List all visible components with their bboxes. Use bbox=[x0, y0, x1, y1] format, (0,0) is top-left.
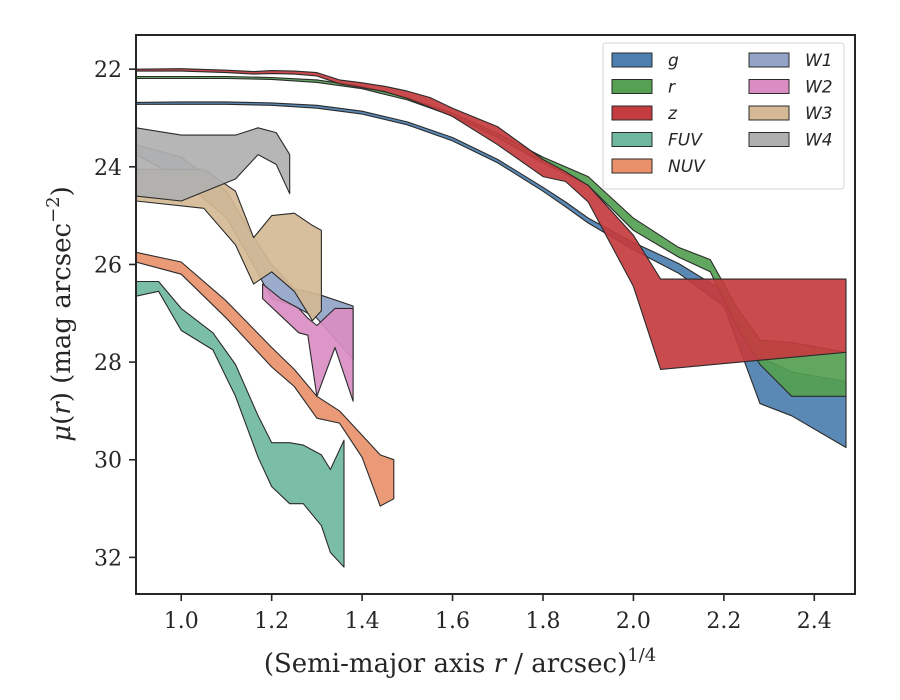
y-tick-label: 28 bbox=[94, 351, 122, 376]
band-w4 bbox=[136, 127, 291, 202]
band-fuv bbox=[136, 280, 345, 568]
x-tick-label: 2.4 bbox=[797, 609, 832, 634]
band-nuv bbox=[136, 251, 395, 507]
y-tick-label: 32 bbox=[94, 546, 122, 571]
series-bands bbox=[136, 68, 847, 568]
legend-label-g: g bbox=[668, 51, 679, 71]
legend-label-r: r bbox=[668, 78, 676, 98]
x-axis-title: (Semi-major axis r / arcsec)1/4 bbox=[264, 645, 656, 679]
legend-swatch-g bbox=[611, 52, 653, 68]
plot-frame bbox=[135, 34, 856, 595]
y-tick-label: 30 bbox=[94, 449, 122, 474]
x-tick-label: 2.2 bbox=[706, 609, 741, 634]
legend-label-fuv: FUV bbox=[668, 131, 703, 151]
legend-label-z: z bbox=[667, 104, 678, 124]
x-tick-label: 1.6 bbox=[435, 609, 470, 634]
legend-swatch-r bbox=[611, 79, 653, 94]
y-tick-label: 24 bbox=[94, 156, 122, 181]
legend-swatch-z bbox=[611, 105, 653, 121]
legend-swatch-nuv bbox=[611, 158, 653, 174]
y-axis-title: μ(r) (mag arcsec−2) bbox=[43, 186, 77, 442]
legend-swatch-fuv bbox=[611, 132, 653, 147]
legend: grz FUV NUV W1 W2 W3 W4 bbox=[602, 42, 845, 190]
x-tick-label: 1.2 bbox=[254, 609, 289, 634]
band-g bbox=[136, 101, 847, 449]
y-tick-label: 26 bbox=[94, 253, 122, 278]
band-z bbox=[136, 68, 847, 370]
x-axis: 1.0 1.2 1.4 1.6 1.8 2.0 2.2 2.4 bbox=[164, 594, 832, 634]
legend-label-w4: W4 bbox=[805, 131, 833, 151]
legend-swatch-w4 bbox=[748, 132, 790, 147]
legend-label-w3: W3 bbox=[805, 104, 833, 124]
y-axis: 22 24 26 28 30 32 bbox=[94, 58, 136, 571]
legend-swatch-w1 bbox=[748, 52, 790, 68]
x-tick-label: 1.8 bbox=[525, 609, 560, 634]
legend-swatch-w3 bbox=[748, 105, 790, 121]
band-w2 bbox=[262, 283, 354, 402]
legend-label-w1: W1 bbox=[805, 51, 833, 71]
legend-label-w2: W2 bbox=[805, 78, 833, 98]
x-tick-label: 1.0 bbox=[164, 609, 199, 634]
y-tick-label: 22 bbox=[94, 58, 122, 83]
x-tick-label: 1.4 bbox=[345, 609, 380, 634]
x-tick-label: 2.0 bbox=[616, 609, 651, 634]
legend-swatch-w2 bbox=[748, 79, 790, 94]
legend-label-nuv: NUV bbox=[668, 157, 706, 177]
